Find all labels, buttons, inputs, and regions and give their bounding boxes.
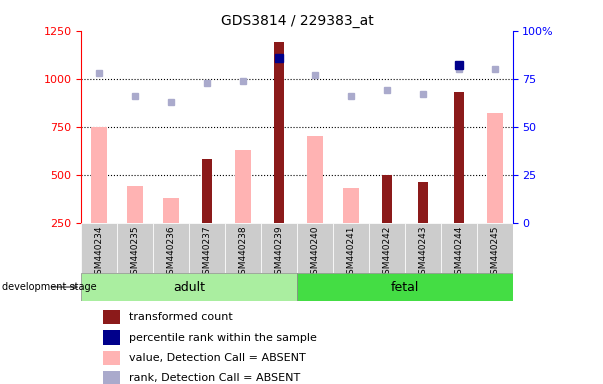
Text: percentile rank within the sample: percentile rank within the sample	[129, 333, 317, 343]
Bar	[453, 92, 464, 223]
Bar	[127, 186, 144, 223]
Text: GSM440238: GSM440238	[239, 225, 248, 280]
Text: value, Detection Call = ABSENT: value, Detection Call = ABSENT	[129, 353, 306, 363]
Text: GSM440235: GSM440235	[131, 225, 140, 280]
Text: development stage: development stage	[2, 282, 96, 292]
Bar	[441, 223, 476, 273]
Text: fetal: fetal	[391, 281, 419, 293]
Bar	[189, 223, 225, 273]
Bar	[343, 188, 359, 223]
Bar	[103, 310, 120, 324]
Text: rank, Detection Call = ABSENT: rank, Detection Call = ABSENT	[129, 374, 300, 384]
Bar	[487, 113, 503, 223]
Bar	[274, 42, 284, 223]
Text: GSM440245: GSM440245	[490, 225, 499, 280]
Bar	[103, 351, 120, 365]
Text: GSM440243: GSM440243	[418, 225, 428, 280]
Bar	[418, 182, 428, 223]
Text: adult: adult	[173, 281, 205, 293]
Bar	[103, 371, 120, 384]
Bar	[333, 223, 369, 273]
Bar	[235, 150, 251, 223]
Text: transformed count: transformed count	[129, 312, 233, 322]
Bar	[261, 223, 297, 273]
Text: GSM440236: GSM440236	[166, 225, 175, 280]
Text: GSM440240: GSM440240	[311, 225, 320, 280]
Bar	[405, 223, 441, 273]
Bar	[153, 223, 189, 273]
Text: GSM440241: GSM440241	[346, 225, 355, 280]
Text: GSM440234: GSM440234	[95, 225, 104, 280]
Bar	[297, 273, 513, 301]
Text: GSM440244: GSM440244	[454, 225, 463, 280]
Bar	[382, 175, 392, 223]
Bar	[307, 136, 323, 223]
Bar	[225, 223, 261, 273]
Text: GSM440239: GSM440239	[274, 225, 283, 280]
Bar	[369, 223, 405, 273]
Bar	[81, 223, 118, 273]
Bar	[476, 223, 513, 273]
Bar	[202, 159, 212, 223]
Bar	[91, 127, 107, 223]
Title: GDS3814 / 229383_at: GDS3814 / 229383_at	[221, 14, 373, 28]
Bar	[103, 331, 120, 345]
Text: GSM440242: GSM440242	[382, 225, 391, 280]
Bar	[297, 223, 333, 273]
Text: GSM440237: GSM440237	[203, 225, 212, 280]
Bar	[118, 223, 153, 273]
Bar	[163, 198, 179, 223]
Bar	[81, 273, 297, 301]
